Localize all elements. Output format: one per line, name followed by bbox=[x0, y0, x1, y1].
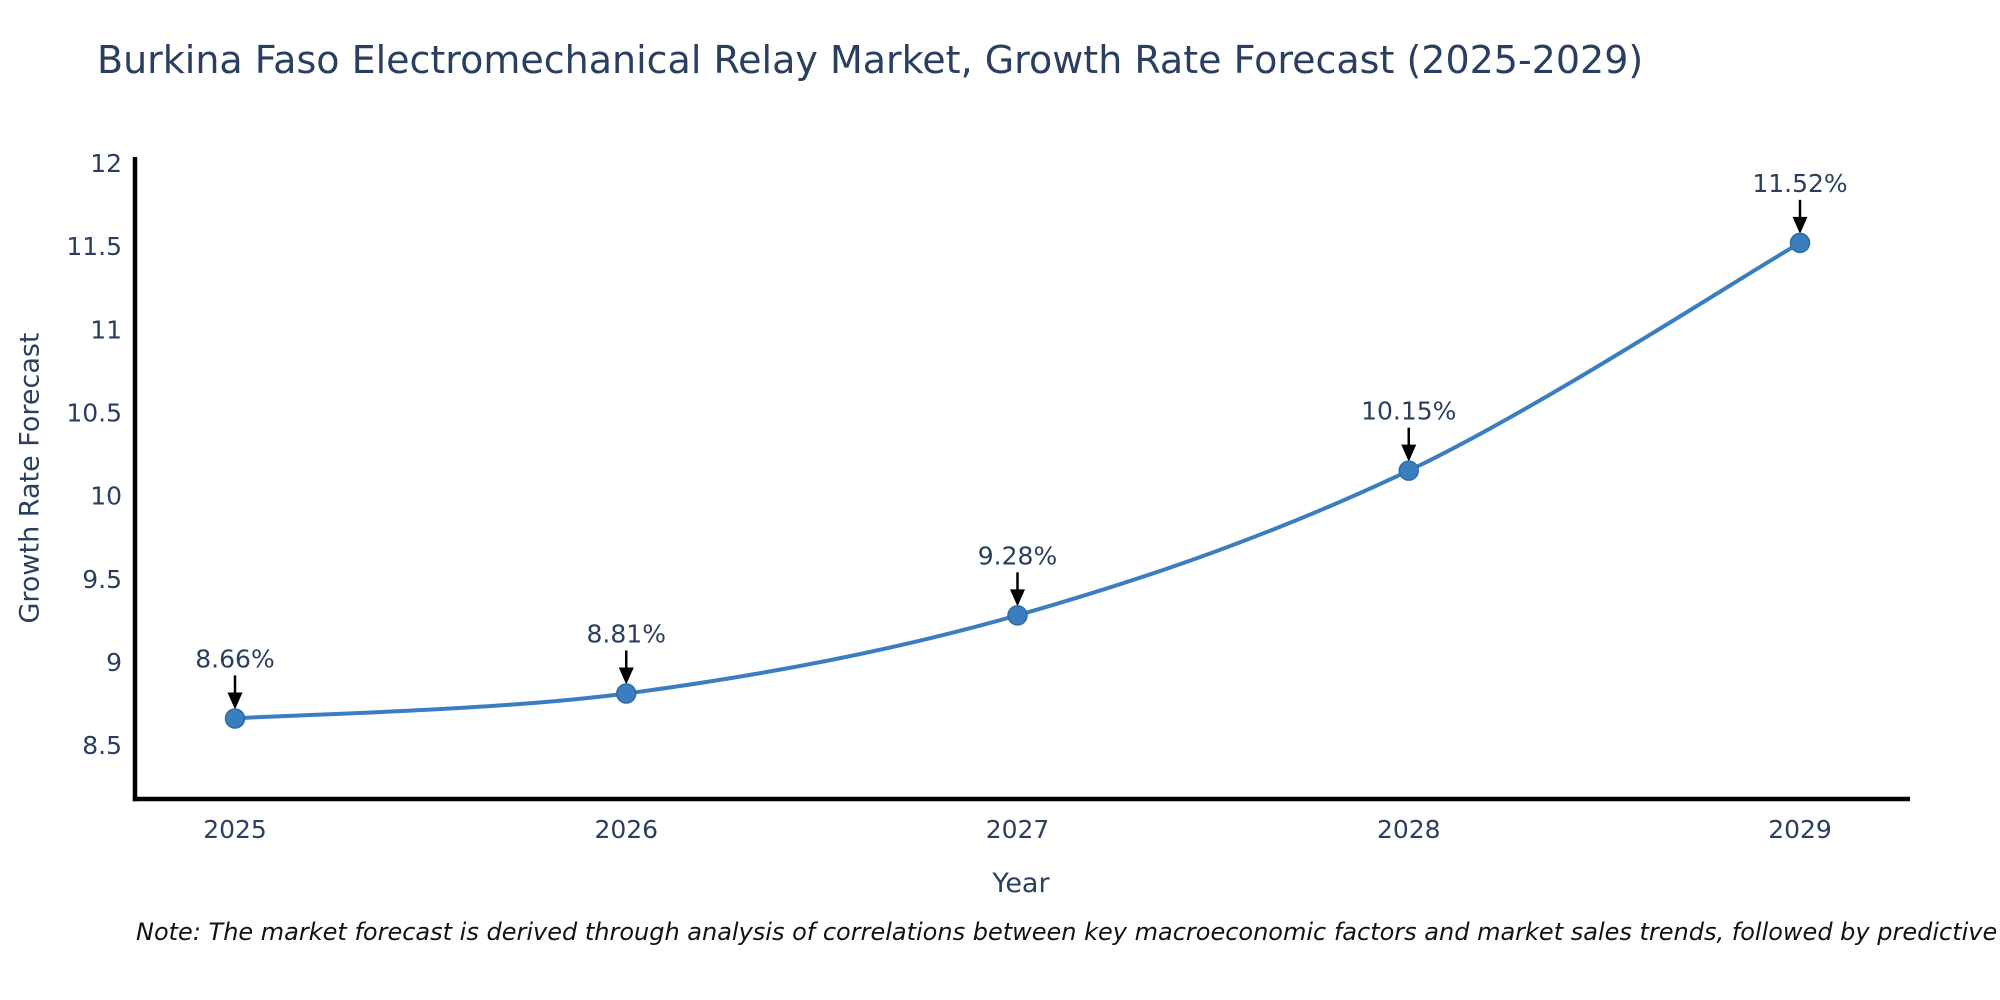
annotation-arrow-head bbox=[227, 692, 243, 710]
trend-line bbox=[233, 240, 1802, 721]
y-tick-label: 9.5 bbox=[82, 565, 122, 594]
point-annotation: 9.28% bbox=[978, 541, 1057, 570]
x-tick-label: 2025 bbox=[203, 815, 267, 844]
x-tick-label: 2028 bbox=[1377, 815, 1441, 844]
y-tick-label: 8.5 bbox=[82, 731, 122, 760]
data-point[interactable] bbox=[1398, 460, 1419, 481]
y-tick-label: 12 bbox=[90, 149, 122, 178]
data-point[interactable] bbox=[616, 683, 637, 704]
y-tick-label: 10.5 bbox=[66, 398, 122, 427]
annotation-arrow-head bbox=[1401, 444, 1417, 462]
footnote: Note: The market forecast is derived thr… bbox=[136, 918, 2000, 946]
y-tick-label: 11.5 bbox=[66, 232, 122, 261]
point-annotation: 8.81% bbox=[587, 619, 666, 648]
x-tick-label: 2027 bbox=[986, 815, 1050, 844]
annotation-arrow-head bbox=[618, 667, 634, 685]
annotation-arrow-head bbox=[1792, 216, 1808, 234]
x-axis-title: Year bbox=[992, 868, 1050, 899]
chart-title: Burkina Faso Electromechanical Relay Mar… bbox=[97, 38, 1644, 82]
data-point[interactable] bbox=[1007, 605, 1028, 626]
data-point[interactable] bbox=[224, 708, 246, 729]
data-point[interactable] bbox=[1789, 232, 1811, 254]
point-annotation: 10.15% bbox=[1361, 397, 1456, 426]
point-annotation: 8.66% bbox=[195, 644, 274, 673]
y-tick-label: 9 bbox=[106, 648, 122, 677]
x-tick-label: 2026 bbox=[594, 815, 658, 844]
point-annotation: 11.52% bbox=[1752, 169, 1847, 198]
annotation-arrow-head bbox=[1010, 589, 1025, 607]
y-tick-label: 11 bbox=[90, 315, 122, 344]
y-tick-label: 10 bbox=[90, 482, 122, 511]
x-tick-label: 2029 bbox=[1768, 815, 1832, 844]
